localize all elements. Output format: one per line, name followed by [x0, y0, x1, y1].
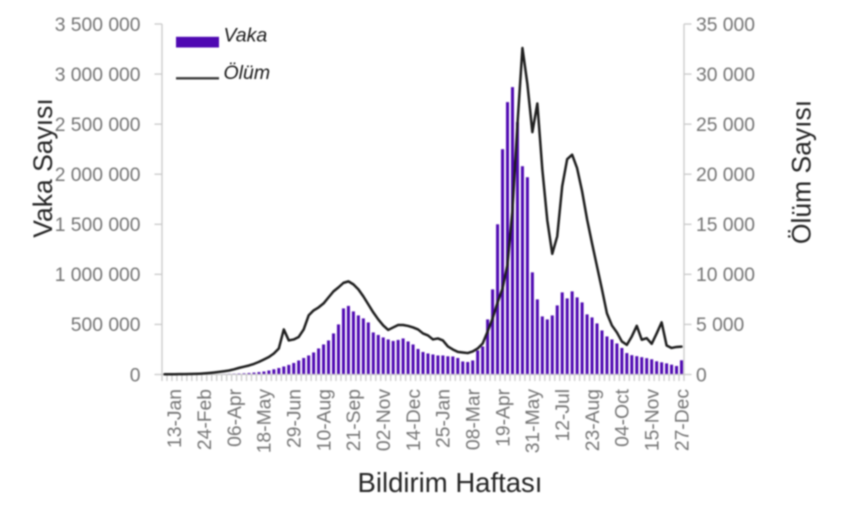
svg-text:1 500 000: 1 500 000 — [55, 215, 141, 236]
svg-text:04-Oct: 04-Oct — [613, 388, 634, 447]
svg-text:13-Jan: 13-Jan — [165, 389, 186, 448]
svg-text:06-Apr: 06-Apr — [225, 388, 246, 446]
svg-text:14-Dec: 14-Dec — [404, 389, 425, 452]
svg-text:Bildirim Haftası: Bildirim Haftası — [358, 467, 543, 498]
svg-text:3 500 000: 3 500 000 — [55, 15, 141, 36]
svg-text:0: 0 — [130, 365, 141, 386]
svg-text:25-Jan: 25-Jan — [434, 389, 455, 448]
svg-text:08-Mar: 08-Mar — [463, 388, 484, 450]
svg-text:18-May: 18-May — [255, 389, 276, 454]
svg-text:Vaka: Vaka — [224, 25, 268, 47]
svg-text:Ölüm Sayısı: Ölüm Sayısı — [786, 100, 816, 244]
svg-text:Vaka Sayısı: Vaka Sayısı — [28, 98, 58, 237]
svg-text:31-May: 31-May — [523, 389, 544, 454]
svg-text:12-Jul: 12-Jul — [553, 389, 574, 442]
svg-text:27-Dec: 27-Dec — [672, 389, 693, 452]
svg-text:0: 0 — [696, 365, 707, 386]
svg-text:5 000: 5 000 — [696, 315, 744, 336]
svg-text:25 000: 25 000 — [696, 115, 755, 136]
svg-text:3 000 000: 3 000 000 — [55, 65, 141, 86]
svg-text:500 000: 500 000 — [71, 315, 141, 336]
svg-text:10 000: 10 000 — [696, 265, 755, 286]
svg-text:20 000: 20 000 — [696, 165, 755, 186]
svg-text:15-Nov: 15-Nov — [642, 389, 663, 452]
svg-text:35 000: 35 000 — [696, 15, 755, 36]
svg-text:Ölüm: Ölüm — [224, 62, 271, 84]
svg-text:2 500 000: 2 500 000 — [55, 115, 141, 136]
svg-text:30 000: 30 000 — [696, 65, 755, 86]
svg-text:1 000 000: 1 000 000 — [55, 265, 141, 286]
svg-text:19-Apr: 19-Apr — [493, 388, 514, 446]
svg-text:23-Aug: 23-Aug — [583, 389, 604, 451]
svg-text:2 000 000: 2 000 000 — [55, 165, 141, 186]
svg-text:21-Sep: 21-Sep — [344, 389, 365, 451]
svg-text:15 000: 15 000 — [696, 215, 755, 236]
svg-text:10-Aug: 10-Aug — [314, 389, 335, 451]
svg-text:24-Feb: 24-Feb — [195, 389, 216, 450]
svg-text:29-Jun: 29-Jun — [284, 389, 305, 448]
svg-text:02-Nov: 02-Nov — [374, 389, 395, 452]
